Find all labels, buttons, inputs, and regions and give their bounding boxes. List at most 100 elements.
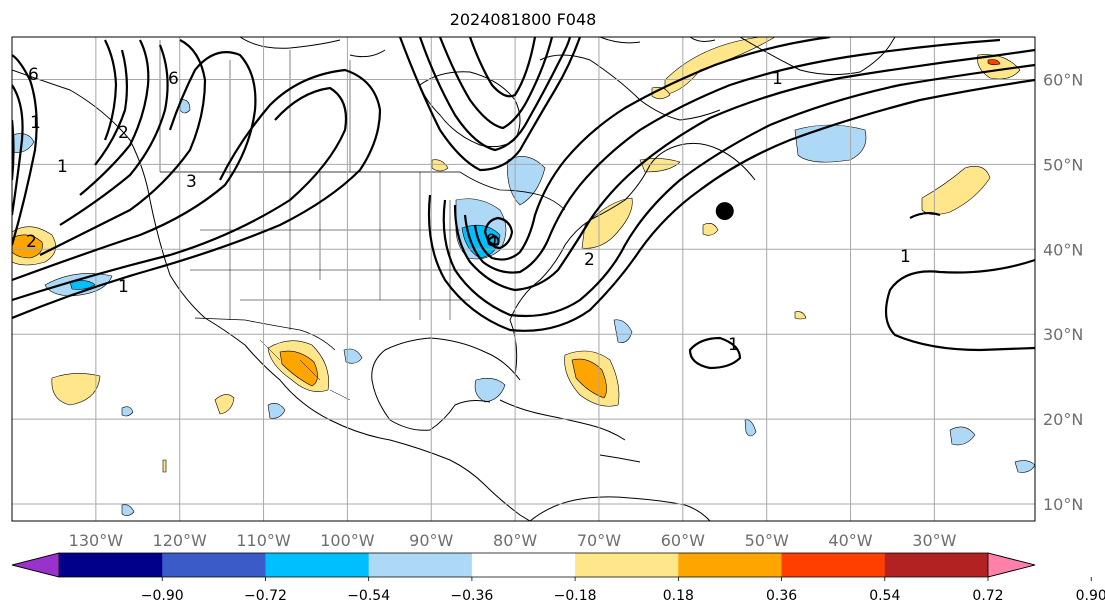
colorbar-tick-label: 0.18 — [663, 588, 694, 604]
anomaly-blob — [343, 348, 363, 364]
coastlines — [12, 37, 896, 521]
colorbar-tick-label: 0.36 — [766, 588, 797, 604]
contour-line — [12, 54, 38, 246]
colorbar-extend-min — [11, 552, 60, 578]
anomaly-blob — [744, 419, 757, 437]
latitude-tick-labels: 10°N 20°N 30°N 40°N 50°N 60°N — [1043, 70, 1083, 514]
coastline-north-america-west — [12, 69, 531, 521]
colorbar-tick-label: 0.90 — [1076, 588, 1105, 604]
contour-labels: 6 1 1 3 2 2 1 6 0 2 1 1 1 — [26, 65, 911, 355]
anomaly-blob — [581, 197, 633, 249]
coastline-east-us — [509, 142, 756, 376]
anomaly-blob — [179, 99, 191, 114]
longitude-tick-label: 70°W — [577, 531, 621, 550]
colorbar-segment — [368, 553, 473, 577]
contour-line — [103, 39, 118, 141]
contour-label: 2 — [584, 250, 595, 270]
anomaly-blob — [794, 311, 807, 320]
longitude-tick-label: 40°W — [828, 531, 872, 550]
colorbar-tick-label: 0.54 — [869, 588, 900, 604]
colorbar-segment — [575, 553, 679, 577]
contour-line — [473, 37, 831, 261]
anomaly-blob — [507, 156, 546, 206]
contour-line — [39, 39, 207, 256]
contour-label: 1 — [57, 157, 68, 177]
contour-line — [486, 234, 500, 246]
colorbar-segment — [265, 553, 370, 577]
anomaly-blob — [51, 373, 101, 406]
anomaly-blob — [639, 158, 681, 173]
anomaly-blob — [613, 319, 633, 343]
contour-line — [427, 78, 1035, 332]
longitude-tick-label: 60°W — [661, 531, 705, 550]
colorbar-tick-label: −0.90 — [141, 588, 184, 604]
province-borders — [159, 40, 351, 172]
anomaly-blob — [214, 394, 235, 415]
colorbar-tick-label: −0.54 — [347, 588, 390, 604]
longitude-tick-label: 50°W — [745, 531, 789, 550]
contour-line — [59, 44, 169, 226]
contour-line — [453, 48, 1035, 292]
anomaly-blob — [431, 159, 449, 172]
colorbar-tick-label: −0.72 — [244, 588, 287, 604]
colorbar — [11, 552, 1036, 578]
contour-line — [909, 211, 941, 219]
latitude-tick-label: 60°N — [1043, 70, 1083, 89]
contour-label: 0 — [486, 231, 497, 251]
contour-label: 2 — [26, 232, 37, 252]
anomaly-blob — [794, 124, 867, 163]
contour-label: 1 — [772, 69, 783, 89]
contour-line — [79, 39, 150, 196]
anomaly-blob — [12, 234, 43, 259]
country-border-us-canada — [160, 171, 566, 211]
contours — [12, 37, 1035, 370]
map-background — [12, 37, 1035, 521]
colorbar-outline — [11, 552, 1036, 578]
longitude-tick-label: 120°W — [153, 531, 208, 550]
longitude-tick-label: 30°W — [912, 531, 956, 550]
contour-line — [398, 37, 582, 172]
anomaly-blob — [162, 459, 167, 473]
longitude-tick-label: 130°W — [69, 531, 124, 550]
contour-label: 6 — [28, 65, 39, 85]
contour-label: 6 — [168, 69, 179, 89]
contour-line — [884, 258, 1035, 352]
colorbar-segment — [471, 553, 576, 577]
colorbar-segment — [678, 553, 783, 577]
anomaly-blob — [121, 504, 135, 516]
contour-line — [12, 68, 382, 320]
anomaly-blob — [267, 403, 286, 419]
anomaly-blob — [279, 350, 318, 387]
colorbar-tick-labels: −0.90 −0.72 −0.54 −0.36 −0.18 0.18 0.36 0.54 0.7… — [141, 577, 1105, 604]
anomaly-blob — [69, 280, 96, 290]
contour-line — [438, 37, 554, 130]
position-marker — [715, 202, 734, 221]
contour-line — [12, 86, 348, 302]
contour-line — [94, 49, 129, 166]
latitude-tick-label: 20°N — [1043, 410, 1083, 429]
coastline-arctic-islands — [239, 37, 716, 58]
contour-label: 1 — [728, 335, 739, 355]
coastline-gulf-of-mexico — [371, 337, 521, 431]
anomaly-blob — [474, 378, 506, 403]
colorbar-tick-label: 0.72 — [972, 588, 1003, 604]
coastline-greenland — [739, 37, 896, 76]
map-title: 2024081800 F048 — [450, 10, 597, 29]
anomaly-blob — [461, 224, 501, 259]
anomaly-blob — [12, 133, 35, 153]
anomaly-blob — [664, 37, 776, 96]
contour-label: 1 — [118, 277, 129, 297]
contour-line — [418, 37, 572, 152]
anomaly-blob — [949, 426, 976, 446]
contour-label: 1 — [900, 247, 911, 267]
map-frame — [11, 36, 1036, 522]
longitude-tick-label: 100°W — [320, 531, 375, 550]
contour-line — [483, 216, 514, 250]
latitude-tick-label: 50°N — [1043, 155, 1083, 174]
contour-line — [442, 63, 1035, 318]
longitude-tick-label: 90°W — [409, 531, 453, 550]
longitude-tick-labels: 130°W 120°W 110°W 100°W 90°W 80°W 70°W 60°W 50°W… — [69, 531, 957, 550]
latitude-tick-label: 30°N — [1043, 325, 1083, 344]
contour-line — [468, 37, 537, 98]
